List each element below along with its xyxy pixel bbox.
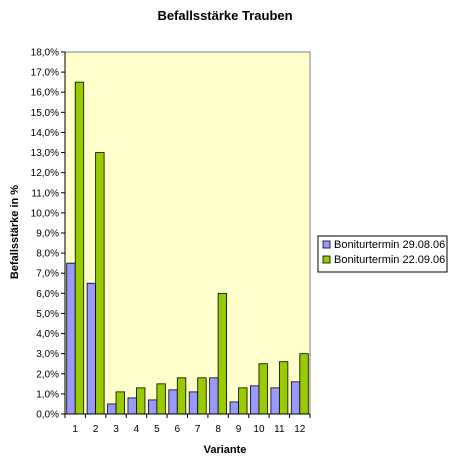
- y-tick-label: 14,0%: [31, 128, 59, 139]
- bar-series-2-variante-8: [217, 292, 228, 415]
- bar-series-1-variante-5: [147, 399, 158, 415]
- x-tick-label: 6: [175, 424, 181, 435]
- y-tick-label: 18,0%: [31, 48, 59, 59]
- y-tick-label: 9,0%: [36, 229, 59, 240]
- bar-series-1-variante-4: [127, 397, 137, 415]
- bar-series-1-variante-2: [86, 282, 97, 415]
- legend-label-series-1: Boniturtermin 29.08.06: [334, 239, 445, 251]
- y-tick-label: 1,0%: [36, 389, 59, 400]
- bar-series-1-variante-10: [250, 385, 260, 415]
- y-tick-label: 3,0%: [36, 349, 59, 360]
- bar-series-2-variante-3: [115, 391, 125, 415]
- y-tick-label: 0,0%: [36, 410, 59, 421]
- y-tick-label: 5,0%: [36, 309, 59, 320]
- y-axis-title: Befallsstärke in %: [9, 185, 21, 279]
- legend: Boniturtermin 29.08.06 Boniturtermin 22.0…: [317, 235, 448, 273]
- x-tick-label: 3: [113, 424, 119, 435]
- bar-series-1-variante-3: [107, 403, 117, 415]
- bars-group: [66, 81, 309, 415]
- y-tick-label: 4,0%: [36, 329, 59, 340]
- plot-area: [64, 51, 311, 415]
- y-tick-label: 7,0%: [36, 269, 59, 280]
- y-tick-label: 17,0%: [31, 68, 59, 79]
- bar-series-1-variante-7: [188, 391, 199, 415]
- y-tick-label: 15,0%: [31, 108, 59, 119]
- y-tick-label: 8,0%: [36, 249, 59, 260]
- x-tick-label: 7: [195, 424, 201, 435]
- x-tick-label: 5: [154, 424, 160, 435]
- x-tick-label: 8: [215, 424, 221, 435]
- x-tick-label: 4: [134, 424, 140, 435]
- x-tick-label: 12: [294, 424, 306, 435]
- bar-series-2-variante-9: [238, 387, 248, 415]
- bar-series-2-variante-1: [74, 81, 85, 415]
- bar-series-2-variante-2: [95, 152, 105, 415]
- bar-series-2-variante-11: [278, 361, 289, 415]
- x-tick-label: 2: [93, 424, 99, 435]
- bar-series-1-variante-1: [66, 262, 76, 415]
- y-axis: 0,0% 1,0% 2,0% 3,0% 4,0% 5,0% 6,0% 7,0% 8,0% 9,0%…: [31, 48, 65, 421]
- bar-series-1-variante-9: [229, 401, 239, 415]
- bar-series-2-variante-5: [156, 383, 166, 415]
- x-tick-label: 11: [274, 424, 285, 435]
- y-tick-label: 11,0%: [31, 188, 59, 199]
- legend-swatch-series-2: [322, 255, 331, 264]
- bar-series-1-variante-6: [168, 389, 178, 415]
- x-axis-title: Variante: [204, 444, 247, 456]
- bar-series-1-variante-12: [290, 381, 301, 415]
- legend-swatch-series-1: [322, 240, 331, 249]
- x-tick-label: 10: [253, 424, 265, 435]
- legend-label-series-2: Boniturtermin 22.09.06: [334, 254, 445, 266]
- bar-series-2-variante-7: [197, 377, 207, 415]
- y-tick-label: 10,0%: [31, 208, 59, 219]
- legend-box: [317, 235, 448, 273]
- y-tick-label: 13,0%: [31, 148, 59, 159]
- x-tick-label: 9: [236, 424, 242, 435]
- y-tick-label: 6,0%: [36, 289, 59, 300]
- bar-series-2-variante-10: [258, 363, 268, 415]
- x-axis: 1 2 3 4 5 6 7 8 9 10 11 12: [64, 414, 311, 435]
- x-tick-label: 1: [72, 424, 78, 435]
- bar-series-2-variante-12: [299, 353, 309, 415]
- bar-series-2-variante-4: [136, 387, 146, 415]
- bar-series-1-variante-8: [209, 377, 219, 415]
- y-tick-label: 12,0%: [31, 168, 59, 179]
- y-tick-label: 2,0%: [36, 369, 59, 380]
- bar-series-1-variante-11: [270, 387, 280, 415]
- bar-series-2-variante-6: [176, 377, 187, 415]
- y-tick-label: 16,0%: [31, 88, 59, 99]
- chart-title: Befallsstärke Trauben: [157, 8, 292, 23]
